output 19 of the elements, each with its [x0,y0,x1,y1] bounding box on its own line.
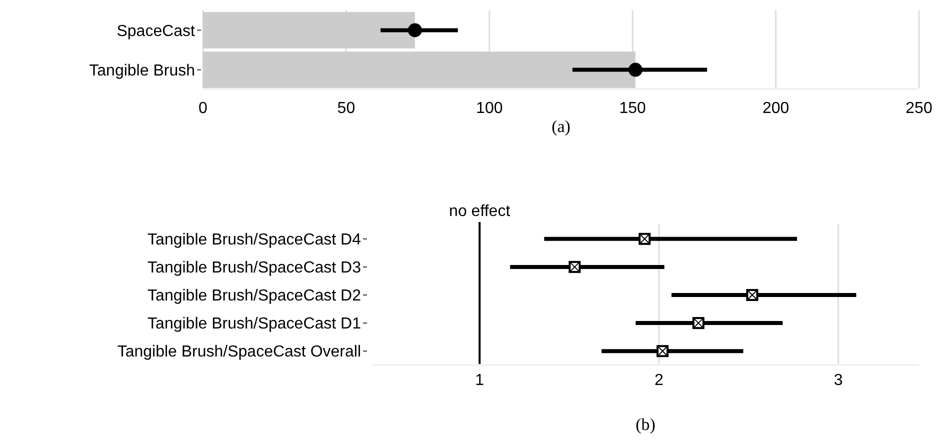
x-tick-label: 50 [337,100,356,117]
ref-line-label: no effect [449,203,511,220]
y-tick-label: Tangible Brush/SpaceCast D3 [148,260,362,277]
x-tick-label: 150 [619,100,646,117]
text: (a) [552,117,570,136]
x-tick-label: 3 [834,372,843,389]
x-tick-label: 0 [198,100,208,117]
y-tick-label: Tangible Brush/SpaceCast D4 [148,232,362,248]
x-tick-label: 250 [906,100,932,117]
x-tick-label: 1 [475,372,484,389]
y-tick-label: Tangible Brush/SpaceCast D2 [148,288,362,305]
x-tick-label: 2 [654,372,664,389]
y-tick-label: Tangible Brush/SpaceCast D1 [148,316,362,333]
x-tick-label: 200 [762,100,790,117]
text: (b) [636,415,656,434]
y-tick-label: SpaceCast [116,22,196,40]
y-tick-label: Tangible Brush/SpaceCast Overall [117,344,361,361]
x-tick-label: 100 [476,100,503,117]
y-tick-label: Tangible Brush [89,62,195,80]
